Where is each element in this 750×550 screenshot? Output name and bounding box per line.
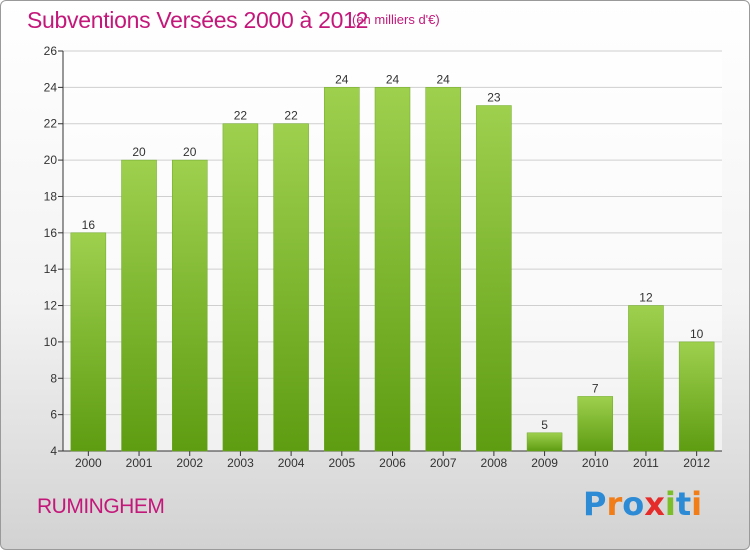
bar-2000: [70, 232, 107, 452]
y-tick-label: 20: [44, 153, 58, 167]
data-label-2005: 24: [335, 72, 349, 86]
y-tick-label: 26: [44, 44, 58, 58]
bar-2007: [425, 87, 461, 452]
logo-letter: i: [691, 485, 703, 523]
y-tick-label: 16: [44, 226, 58, 240]
y-tick-label: 4: [50, 444, 57, 458]
chart-title: Subventions Versées 2000 à 2012: [27, 7, 369, 33]
x-tick-label: 2003: [227, 456, 254, 470]
bar-2004: [273, 123, 309, 452]
y-tick-label: 12: [44, 299, 58, 313]
bar-2005: [324, 87, 360, 452]
labels: 4 6 8 10 12 14 16 18 20 22 24 26 16 2000 20 2001 20 2002 2…: [44, 44, 711, 470]
data-label-2008: 23: [487, 91, 501, 105]
data-label-2003: 22: [234, 109, 248, 123]
logo-letter: P: [583, 485, 607, 523]
x-tick-label: 2010: [582, 456, 609, 470]
data-label-2000: 16: [82, 218, 96, 232]
x-tick-label: 2002: [176, 456, 203, 470]
y-tick-label: 14: [44, 262, 58, 276]
y-tick-label: 18: [44, 189, 58, 203]
proxiti-logo: Proxiti: [583, 485, 702, 523]
bar-2012: [678, 341, 715, 452]
x-tick-label: 2006: [379, 456, 406, 470]
data-label-2010: 7: [592, 381, 599, 395]
bar-2008: [476, 105, 512, 452]
data-label-2002: 20: [183, 145, 197, 159]
bars: [70, 87, 715, 452]
data-label-2011: 12: [639, 291, 653, 305]
y-tick-label: 6: [50, 408, 57, 422]
x-tick-label: 2004: [278, 456, 305, 470]
data-label-2007: 24: [437, 72, 451, 86]
chart-subtitle: (en milliers d'€): [352, 12, 440, 27]
data-label-2009: 5: [541, 418, 548, 432]
x-tick-label: 2000: [75, 456, 102, 470]
bar-2006: [374, 87, 411, 452]
y-tick-label: 10: [44, 335, 58, 349]
data-label-2012: 10: [690, 327, 704, 341]
x-tick-label: 2012: [683, 456, 710, 470]
logo-letter: t: [675, 485, 692, 523]
x-tick-label: 2008: [481, 456, 508, 470]
data-label-2006: 24: [386, 72, 400, 86]
x-tick-label: 2009: [531, 456, 558, 470]
y-tick-label: 24: [44, 80, 58, 94]
data-label-2001: 20: [132, 145, 146, 159]
bar-2003: [222, 123, 259, 452]
x-tick-label: 2007: [430, 456, 457, 470]
x-tick-label: 2005: [328, 456, 355, 470]
x-tick-label: 2011: [633, 456, 659, 470]
logo-letter: r: [606, 485, 623, 523]
data-label-2004: 22: [284, 109, 298, 123]
y-tick-label: 8: [50, 371, 57, 385]
logo-letter: x: [644, 485, 665, 523]
y-tick-label: 22: [44, 117, 58, 131]
bar-2002: [171, 159, 208, 452]
bar-2010: [577, 396, 614, 452]
logo-letter: o: [622, 485, 645, 523]
logo-letter: i: [664, 485, 676, 523]
bar-2001: [121, 159, 157, 452]
commune-name: RUMINGHEM: [37, 495, 165, 518]
x-tick-label: 2001: [126, 456, 153, 470]
bar-2009: [526, 432, 563, 452]
bar-2011: [628, 305, 664, 452]
